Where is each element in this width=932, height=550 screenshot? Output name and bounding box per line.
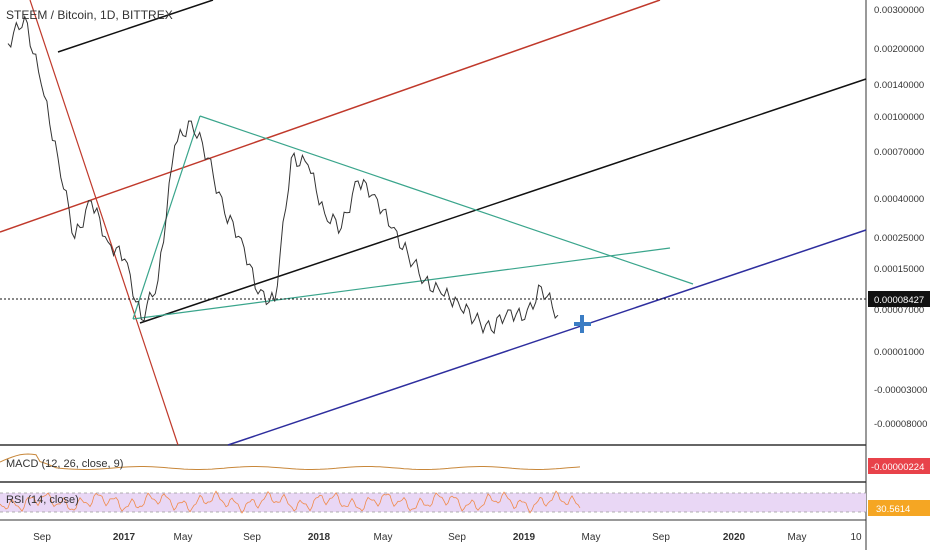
time-tick-label: May	[788, 532, 807, 543]
red-channel-line[interactable]	[0, 0, 661, 233]
rsi-band	[0, 493, 866, 512]
price-tick-label: -0.00008000	[874, 419, 927, 430]
price-axis[interactable]: 0.00300000 0.00200000 0.00140000 0.00100000…	[874, 5, 927, 430]
black-channel-lower-line[interactable]	[139, 78, 867, 324]
time-tick-label: 10	[850, 532, 862, 543]
macd-label[interactable]: MACD (12, 26, close, 9)	[6, 458, 124, 470]
macd-series-line	[0, 453, 581, 470]
time-tick-label: 2018	[308, 532, 331, 543]
price-tick-label: -0.00003000	[874, 385, 927, 396]
rsi-value-badge: 30.5614	[868, 500, 930, 516]
current-price-badge: 0.00008427	[868, 291, 930, 307]
rsi-label[interactable]: RSI (14, close)	[6, 494, 79, 506]
price-tick-label: 0.00015000	[874, 264, 924, 275]
price-tick-label: 0.00070000	[874, 147, 924, 158]
time-tick-label: 2017	[113, 532, 136, 543]
current-price-value: 0.00008427	[874, 295, 924, 306]
time-tick-label: Sep	[243, 532, 261, 543]
time-tick-label: May	[374, 532, 393, 543]
time-tick-label: 2020	[723, 532, 746, 543]
price-tick-label: 0.00140000	[874, 80, 924, 91]
blue-support-line[interactable]	[227, 229, 867, 446]
time-axis[interactable]: Sep 2017 May Sep 2018 May Sep 2019 May Sep 2020 May…	[33, 532, 862, 543]
price-tick-label: 0.00001000	[874, 347, 924, 358]
price-tick-label: 0.00100000	[874, 112, 924, 123]
cross-marker-icon[interactable]	[574, 315, 591, 333]
black-channel-upper-line[interactable]	[57, 0, 214, 53]
red-descending-line[interactable]	[29, 0, 179, 446]
macd-value: -0.00000224	[871, 462, 924, 473]
plot-area	[0, 0, 866, 520]
time-tick-label: 2019	[513, 532, 536, 543]
symbol-title[interactable]: STEEM / Bitcoin, 1D, BITTREX	[6, 8, 173, 22]
price-tick-label: 0.00300000	[874, 5, 924, 16]
price-tick-label: 0.00025000	[874, 233, 924, 244]
time-tick-label: Sep	[448, 532, 466, 543]
time-tick-label: Sep	[652, 532, 670, 543]
time-tick-label: May	[174, 532, 193, 543]
macd-value-badge: -0.00000224	[868, 458, 930, 474]
time-tick-label: Sep	[33, 532, 51, 543]
rsi-value: 30.5614	[876, 504, 910, 515]
price-tick-label: 0.00040000	[874, 194, 924, 205]
time-tick-label: May	[582, 532, 601, 543]
price-tick-label: 0.00007000	[874, 305, 924, 316]
green-triangle-lower-line[interactable]	[132, 247, 671, 320]
price-series-line	[7, 15, 559, 335]
rsi-series-line	[0, 490, 581, 514]
price-tick-label: 0.00200000	[874, 44, 924, 55]
